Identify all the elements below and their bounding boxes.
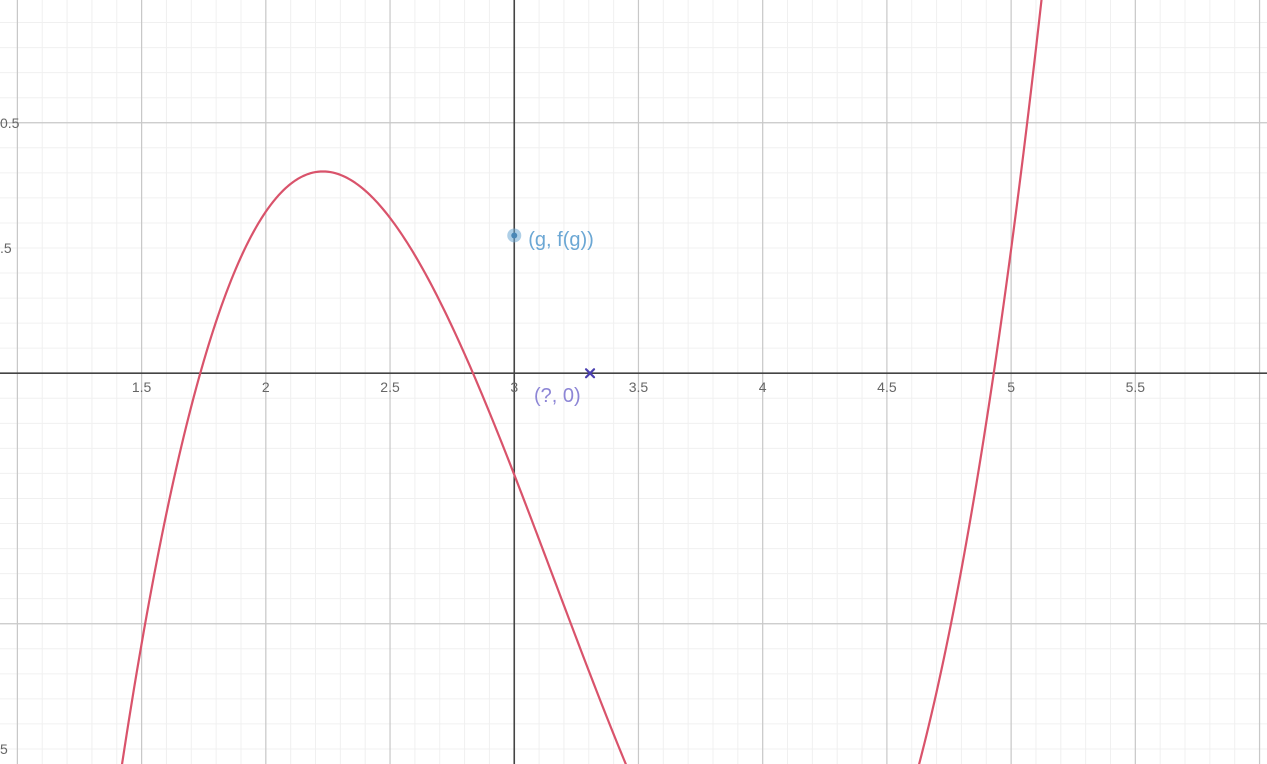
x-tick-label: 5 <box>1007 379 1015 395</box>
x-tick-label: 1.5 <box>132 379 151 395</box>
x-tick-label: 2.5 <box>380 379 399 395</box>
x-tick-label: 4 <box>759 379 767 395</box>
point-g-label: (g, f(g)) <box>528 229 594 252</box>
y-tick-label: .5 <box>0 240 12 256</box>
x-tick-label: 4.5 <box>877 379 896 395</box>
x-tick-label: 2 <box>262 379 270 395</box>
coordinate-plane[interactable]: (g, f(g))(?, 0)1.522.533.544.555.55.50.5 <box>0 0 1267 764</box>
y-tick-label: 5 <box>0 741 8 757</box>
x-tick-label: 3 <box>510 379 518 395</box>
point-question-label: (?, 0) <box>534 385 581 408</box>
x-tick-label: 5.5 <box>1126 379 1145 395</box>
y-tick-label: 0.5 <box>0 115 19 131</box>
x-tick-label: 3.5 <box>629 379 648 395</box>
